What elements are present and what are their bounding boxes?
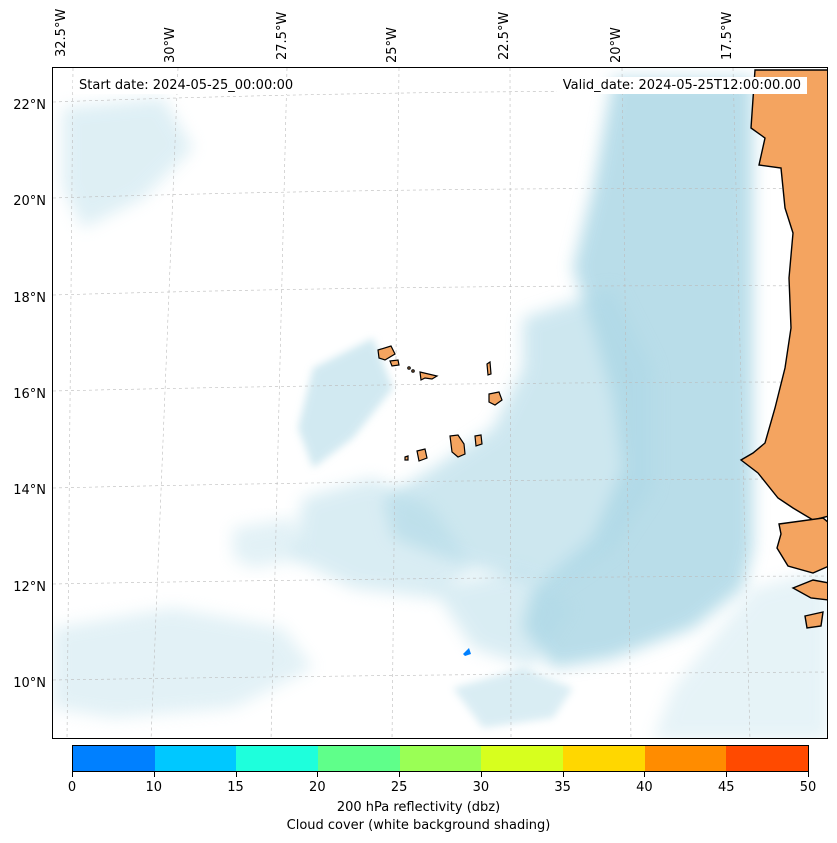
lon-label-27-5w: 27.5°W	[275, 11, 290, 60]
lon-label-20w: 20°W	[609, 27, 624, 63]
colorbar-tick	[399, 772, 401, 777]
graticule	[53, 68, 827, 738]
map-canvas	[53, 68, 827, 738]
colorbar-segment	[236, 746, 319, 771]
colorbar-segment	[399, 746, 482, 771]
colorbar-segment	[644, 746, 727, 771]
colorbar-tick-label: 30	[472, 780, 490, 795]
lat-label-18n: 18°N	[13, 291, 46, 306]
colorbar-tick	[235, 772, 237, 777]
colorbar-tick-label: 20	[309, 780, 326, 795]
colorbar-tick-label: 35	[554, 780, 571, 795]
lon-label-17-5w: 17.5°W	[720, 11, 735, 60]
colorbar-tick-label: 40	[636, 780, 653, 795]
lat-label-14n: 14°N	[13, 483, 46, 498]
colorbar-tick-label: 0	[67, 780, 77, 795]
african-coastline	[739, 69, 827, 629]
colorbar-tick	[644, 772, 646, 777]
colorbar-tick-label: 15	[227, 780, 244, 795]
lat-label-16n: 16°N	[13, 387, 46, 402]
lon-label-22-5w: 22.5°W	[497, 11, 512, 60]
colorbar-segment	[563, 746, 645, 771]
lat-label-20n: 20°N	[13, 194, 46, 209]
colorbar-segment	[481, 746, 564, 771]
colorbar-tick-label: 25	[390, 780, 408, 795]
colorbar-tick	[317, 772, 319, 777]
colorbar-tick	[153, 772, 155, 777]
cloud-cover-shading	[53, 78, 827, 738]
lon-label-32-5w: 32.5°W	[54, 8, 69, 57]
lat-label-22n: 22°N	[13, 98, 46, 113]
lat-label-12n: 12°N	[13, 580, 46, 595]
start-date-label: Start date: 2024-05-25_00:00:00	[73, 77, 300, 94]
colorbar-tick	[72, 772, 73, 777]
colorbar-segment	[726, 746, 809, 771]
valid-date-label: Valid_date: 2024-05-25T12:00:00.00	[556, 77, 807, 94]
map-panel[interactable]: Start date: 2024-05-25_00:00:00 Valid_da…	[52, 67, 828, 739]
colorbar-label: 200 hPa reflectivity (dbz)	[336, 800, 501, 815]
colorbar-segment	[73, 746, 155, 771]
colorbar-tick	[562, 772, 564, 777]
lat-label-10n: 10°N	[13, 676, 46, 691]
colorbar-tick	[808, 772, 809, 777]
colorbar-sublabel: Cloud cover (white background shading)	[286, 818, 551, 833]
colorbar-tick-label: 10	[145, 780, 163, 795]
lon-label-25w: 25°W	[385, 27, 400, 63]
reflectivity-cell	[463, 648, 471, 656]
colorbar-segment	[318, 746, 400, 771]
colorbar-segment	[154, 746, 237, 771]
colorbar-tick	[480, 772, 482, 777]
cape-verde-islands	[377, 345, 503, 462]
colorbar	[72, 745, 809, 772]
colorbar-tick-label: 50	[799, 780, 817, 795]
colorbar-tick	[726, 772, 728, 777]
lon-label-30w: 30°W	[163, 27, 178, 63]
colorbar-tick-label: 45	[717, 780, 735, 795]
